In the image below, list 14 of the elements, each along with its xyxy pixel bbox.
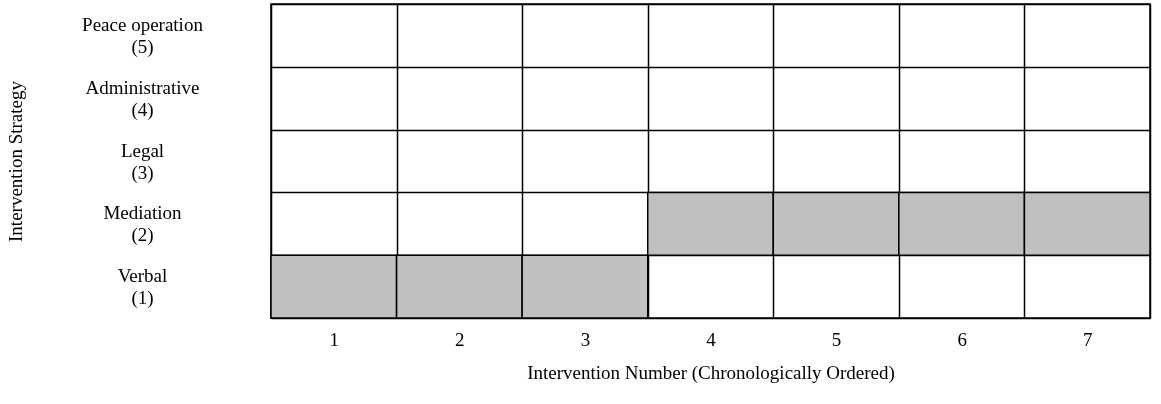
x-tick-label: 6 xyxy=(957,328,967,350)
y-tick-label: Verbal (1) xyxy=(117,265,168,310)
y-tick-label: Administrative (4) xyxy=(85,76,200,121)
y-tick-label: Mediation (2) xyxy=(103,202,183,247)
y-tick-label: Legal (3) xyxy=(120,139,165,184)
x-tick-label: 1 xyxy=(329,328,340,350)
x-tick-label: 4 xyxy=(706,328,717,350)
x-tick-label: 7 xyxy=(1082,328,1093,350)
x-tick-label: 3 xyxy=(580,328,591,350)
x-tick-label: 2 xyxy=(455,328,465,350)
y-tick-label: Peace operation (5) xyxy=(82,13,204,58)
x-axis-title: Intervention Number (Chronologically Ordered) xyxy=(527,361,895,384)
x-tick-label: 5 xyxy=(831,328,842,350)
y-axis-title: Intervention Strategy xyxy=(4,80,26,242)
